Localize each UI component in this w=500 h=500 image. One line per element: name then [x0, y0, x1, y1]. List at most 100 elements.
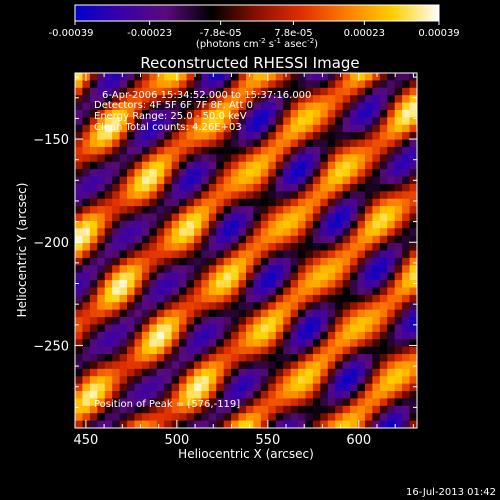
heatmap-cell	[290, 154, 299, 163]
heatmap-cell	[201, 220, 210, 229]
heatmap-cell	[394, 354, 403, 363]
heatmap-cell	[104, 73, 113, 81]
heatmap-cell	[290, 220, 299, 229]
heatmap-cell	[372, 87, 381, 96]
heatmap-cell	[298, 73, 307, 81]
heatmap-cell	[402, 331, 411, 340]
heatmap-cell	[350, 198, 359, 207]
heatmap-cell	[156, 176, 165, 185]
heatmap-cell	[97, 154, 106, 163]
heatmap-cell	[171, 354, 180, 363]
heatmap-cell	[246, 339, 255, 348]
heatmap-cell	[97, 413, 106, 422]
heatmap-cell	[335, 309, 344, 318]
heatmap-cell	[179, 132, 188, 141]
heatmap-cell	[320, 243, 329, 252]
heatmap-cell	[283, 368, 292, 377]
heatmap-cell	[350, 228, 359, 237]
heatmap-cell	[342, 272, 351, 281]
heatmap-cell	[141, 383, 150, 392]
heatmap-cell	[75, 132, 84, 141]
heatmap-cell	[246, 317, 255, 326]
heatmap-cell	[186, 257, 195, 266]
heatmap-cell	[97, 87, 106, 96]
heatmap-cell	[342, 73, 351, 81]
heatmap-cell	[127, 183, 136, 192]
heatmap-cell	[223, 117, 232, 126]
heatmap-cell	[141, 161, 150, 170]
heatmap-cell	[312, 250, 321, 259]
heatmap-cell	[275, 250, 284, 259]
heatmap-cell	[216, 198, 225, 207]
heatmap-cell	[104, 354, 113, 363]
heatmap-cell	[275, 139, 284, 148]
heatmap-cell	[186, 354, 195, 363]
heatmap-cell	[298, 95, 307, 104]
heatmap-cell	[208, 368, 217, 377]
heatmap-cell	[134, 87, 143, 96]
heatmap-cell	[89, 309, 98, 318]
heatmap-cell	[372, 302, 381, 311]
heatmap-cell	[335, 213, 344, 222]
heatmap-cell	[372, 250, 381, 259]
heatmap-cell	[156, 376, 165, 385]
heatmap-cell	[320, 250, 329, 259]
heatmap-cell	[216, 154, 225, 163]
heatmap-cell	[357, 228, 366, 237]
heatmap-cell	[364, 117, 373, 126]
heatmap-cell	[141, 250, 150, 259]
heatmap-cell	[357, 80, 366, 89]
heatmap-cell	[364, 124, 373, 133]
heatmap-cell	[208, 183, 217, 192]
heatmap-cell	[186, 220, 195, 229]
heatmap-cell	[327, 265, 336, 274]
heatmap-cell	[156, 265, 165, 274]
heatmap-cell	[357, 309, 366, 318]
heatmap-cell	[149, 183, 158, 192]
heatmap-cell	[298, 420, 307, 428]
heatmap-cell	[208, 206, 217, 215]
heatmap-cell	[231, 265, 240, 274]
heatmap-cell	[372, 265, 381, 274]
heatmap-cell	[402, 87, 411, 96]
heatmap-cell	[193, 368, 202, 377]
heatmap-cell	[379, 383, 388, 392]
heatmap-cell	[186, 80, 195, 89]
heatmap-cell	[364, 420, 373, 428]
heatmap-cell	[260, 361, 269, 370]
heatmap-cell	[193, 398, 202, 407]
heatmap-cell	[127, 354, 136, 363]
heatmap-cell	[335, 124, 344, 133]
heatmap-cell	[156, 294, 165, 303]
heatmap-cell	[327, 361, 336, 370]
heatmap-cell	[357, 361, 366, 370]
heatmap-cell	[127, 265, 136, 274]
heatmap-cell	[119, 413, 128, 422]
heatmap-cell	[104, 272, 113, 281]
heatmap-cell	[364, 169, 373, 178]
heatmap-cell	[141, 206, 150, 215]
heatmap-cell	[298, 191, 307, 200]
heatmap-cell	[127, 154, 136, 163]
heatmap-cell	[350, 368, 359, 377]
x-tick-label: 550	[255, 433, 280, 448]
heatmap-cell	[260, 139, 269, 148]
heatmap-cell	[104, 280, 113, 289]
heatmap-cell	[179, 80, 188, 89]
heatmap-cell	[268, 176, 277, 185]
heatmap-cell	[275, 95, 284, 104]
heatmap-cell	[112, 265, 121, 274]
heatmap-cell	[342, 87, 351, 96]
heatmap-cell	[119, 161, 128, 170]
heatmap-cell	[283, 161, 292, 170]
heatmap-cell	[216, 243, 225, 252]
heatmap-cell	[127, 95, 136, 104]
heatmap-cell	[350, 161, 359, 170]
heatmap-cell	[216, 331, 225, 340]
heatmap-cell	[394, 220, 403, 229]
heatmap-cell	[335, 368, 344, 377]
heatmap-cell	[208, 169, 217, 178]
heatmap-cell	[89, 265, 98, 274]
heatmap-cell	[89, 361, 98, 370]
heatmap-cell	[127, 383, 136, 392]
